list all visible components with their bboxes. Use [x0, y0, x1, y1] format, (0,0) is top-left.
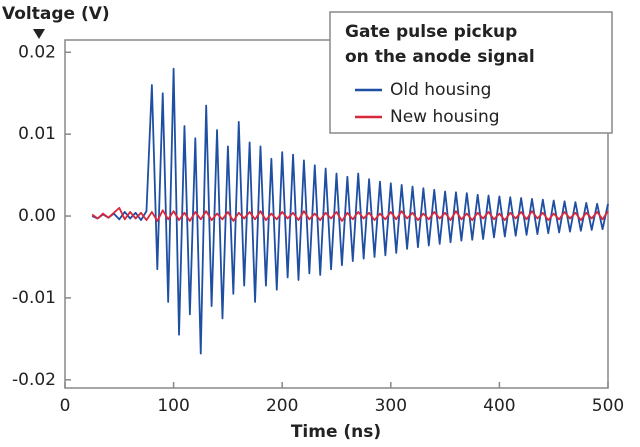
x-axis-label: Time (ns) [291, 422, 381, 442]
series-line [91, 67, 609, 355]
legend-title: on the anode signal [345, 47, 535, 67]
x-tick-label: 300 [375, 396, 407, 416]
y-tick-label: 0.01 [18, 124, 56, 144]
series-line [91, 206, 609, 222]
x-tick-label: 200 [266, 396, 298, 416]
x-tick-label: 400 [483, 396, 515, 416]
legend-title: Gate pulse pickup [345, 22, 517, 42]
y-axis-label: Voltage (V) [2, 4, 110, 24]
x-tick-label: 0 [60, 396, 71, 416]
y-axis-arrow [33, 29, 45, 39]
marks [91, 67, 609, 355]
x-tick-label: 100 [157, 396, 189, 416]
legend-box [329, 11, 613, 134]
y-tick-label: -0.01 [12, 288, 56, 308]
x-tick-label: 500 [592, 396, 624, 416]
y-tick-label: -0.02 [12, 370, 56, 390]
legend-label: New housing [390, 107, 500, 127]
y-tick-label: 0.02 [18, 42, 56, 62]
legend: Old housing New housing [355, 80, 500, 127]
legend-label: Old housing [390, 80, 491, 100]
y-tick-label: 0.00 [18, 206, 56, 226]
